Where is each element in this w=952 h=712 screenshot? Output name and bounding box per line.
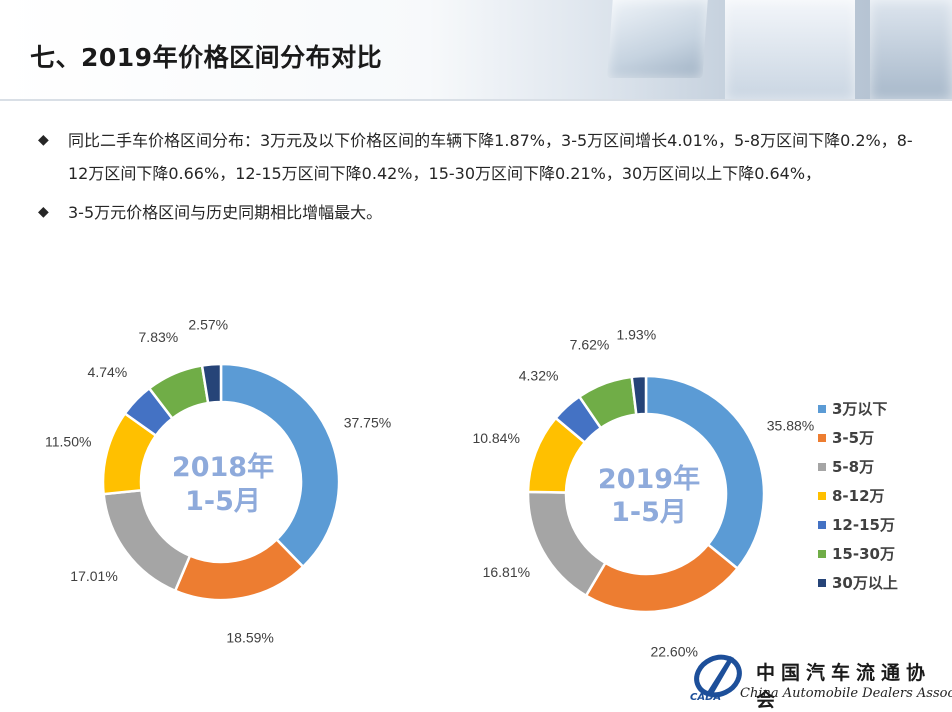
legend-item: 15-30万: [818, 539, 898, 568]
data-label: 7.83%: [139, 329, 179, 345]
bullet-text: 3-5万元价格区间与历史同期相比增幅最大。: [68, 203, 383, 222]
data-label: 4.32%: [519, 367, 559, 383]
legend-item: 8-12万: [818, 481, 898, 510]
logo-name-en: China Automobile Dealers Association: [740, 686, 952, 701]
legend-swatch: [818, 404, 826, 413]
legend-swatch: [818, 491, 826, 500]
diamond-bullet-icon: ◆: [38, 204, 49, 220]
data-label: 10.84%: [472, 430, 519, 446]
donut-center-label: 1-5月: [611, 497, 687, 528]
header-divider: [0, 99, 952, 101]
data-label: 35.88%: [767, 417, 814, 433]
legend-swatch: [818, 520, 826, 529]
legend-label: 5-8万: [832, 458, 875, 476]
cada-logo: CADA 中国汽车流通协会 China Automobile Dealers A…: [688, 648, 952, 712]
legend-label: 3万以下: [832, 400, 888, 418]
donut-center-label: 2019年: [598, 463, 700, 495]
bullet-list: ◆ 同比二手车价格区间分布：3万元及以下价格区间的车辆下降1.87%，3-5万区…: [38, 124, 918, 229]
data-label: 4.74%: [88, 364, 128, 380]
legend-label: 30万以上: [832, 574, 898, 592]
legend-swatch: [818, 578, 826, 587]
data-label: 17.01%: [70, 568, 117, 584]
data-label: 22.60%: [650, 643, 697, 659]
legend-item: 3万以下: [818, 394, 898, 423]
bullet-item: ◆ 同比二手车价格区间分布：3万元及以下价格区间的车辆下降1.87%，3-5万区…: [38, 124, 918, 190]
bullet-text: 同比二手车价格区间分布：3万元及以下价格区间的车辆下降1.87%，3-5万区间增…: [68, 131, 913, 183]
bullet-item: ◆ 3-5万元价格区间与历史同期相比增幅最大。: [38, 196, 918, 229]
donut-slice: [644, 374, 766, 571]
legend-item: 30万以上: [818, 568, 898, 597]
donut-chart-1: 37.75% 18.59% 17.01% 11.50% 4.74% 7.83% 2.57% 2…: [45, 317, 391, 646]
header-decoration: [725, 0, 855, 100]
legend-item: 3-5万: [818, 423, 898, 452]
legend-label: 8-12万: [832, 487, 885, 505]
data-label: 2.57%: [188, 317, 228, 333]
diamond-bullet-icon: ◆: [38, 132, 49, 148]
donut-slice: [173, 537, 305, 602]
data-label: 1.93%: [616, 326, 656, 342]
legend-label: 15-30万: [832, 545, 895, 563]
data-label: 37.75%: [344, 415, 391, 431]
data-label: 18.59%: [226, 629, 273, 645]
legend-label: 12-15万: [832, 516, 895, 534]
legend-swatch: [818, 433, 826, 442]
legend-swatch: [818, 549, 826, 558]
donut-slice: [526, 490, 608, 598]
donut-center-label: 2018年: [172, 451, 274, 483]
legend-item: 5-8万: [818, 452, 898, 481]
chart-legend: 3万以下 3-5万 5-8万 8-12万 12-15万 15-30万 30万以上: [818, 394, 898, 597]
donut-slice: [584, 542, 740, 614]
donut-slice: [630, 374, 648, 416]
donut-slice: [200, 362, 223, 405]
data-label: 11.50%: [45, 434, 91, 450]
donut-chart-2: 35.88% 22.60% 16.81% 10.84% 4.32% 7.62% 1.93% 2…: [472, 326, 814, 659]
data-label: 7.62%: [570, 336, 610, 352]
logo-name-cn: 中国汽车流通协会: [756, 662, 932, 711]
donut-center-label: 1-5月: [185, 486, 261, 517]
page-title: 七、2019年价格区间分布对比: [30, 43, 383, 72]
legend-swatch: [818, 462, 826, 471]
donut-slice: [219, 362, 341, 569]
header-decoration: [870, 0, 952, 100]
cada-emblem-icon: [694, 654, 742, 698]
legend-label: 3-5万: [832, 429, 875, 447]
legend-item: 12-15万: [818, 510, 898, 539]
logo-abbreviation: CADA: [690, 692, 722, 703]
data-label: 16.81%: [483, 564, 530, 580]
